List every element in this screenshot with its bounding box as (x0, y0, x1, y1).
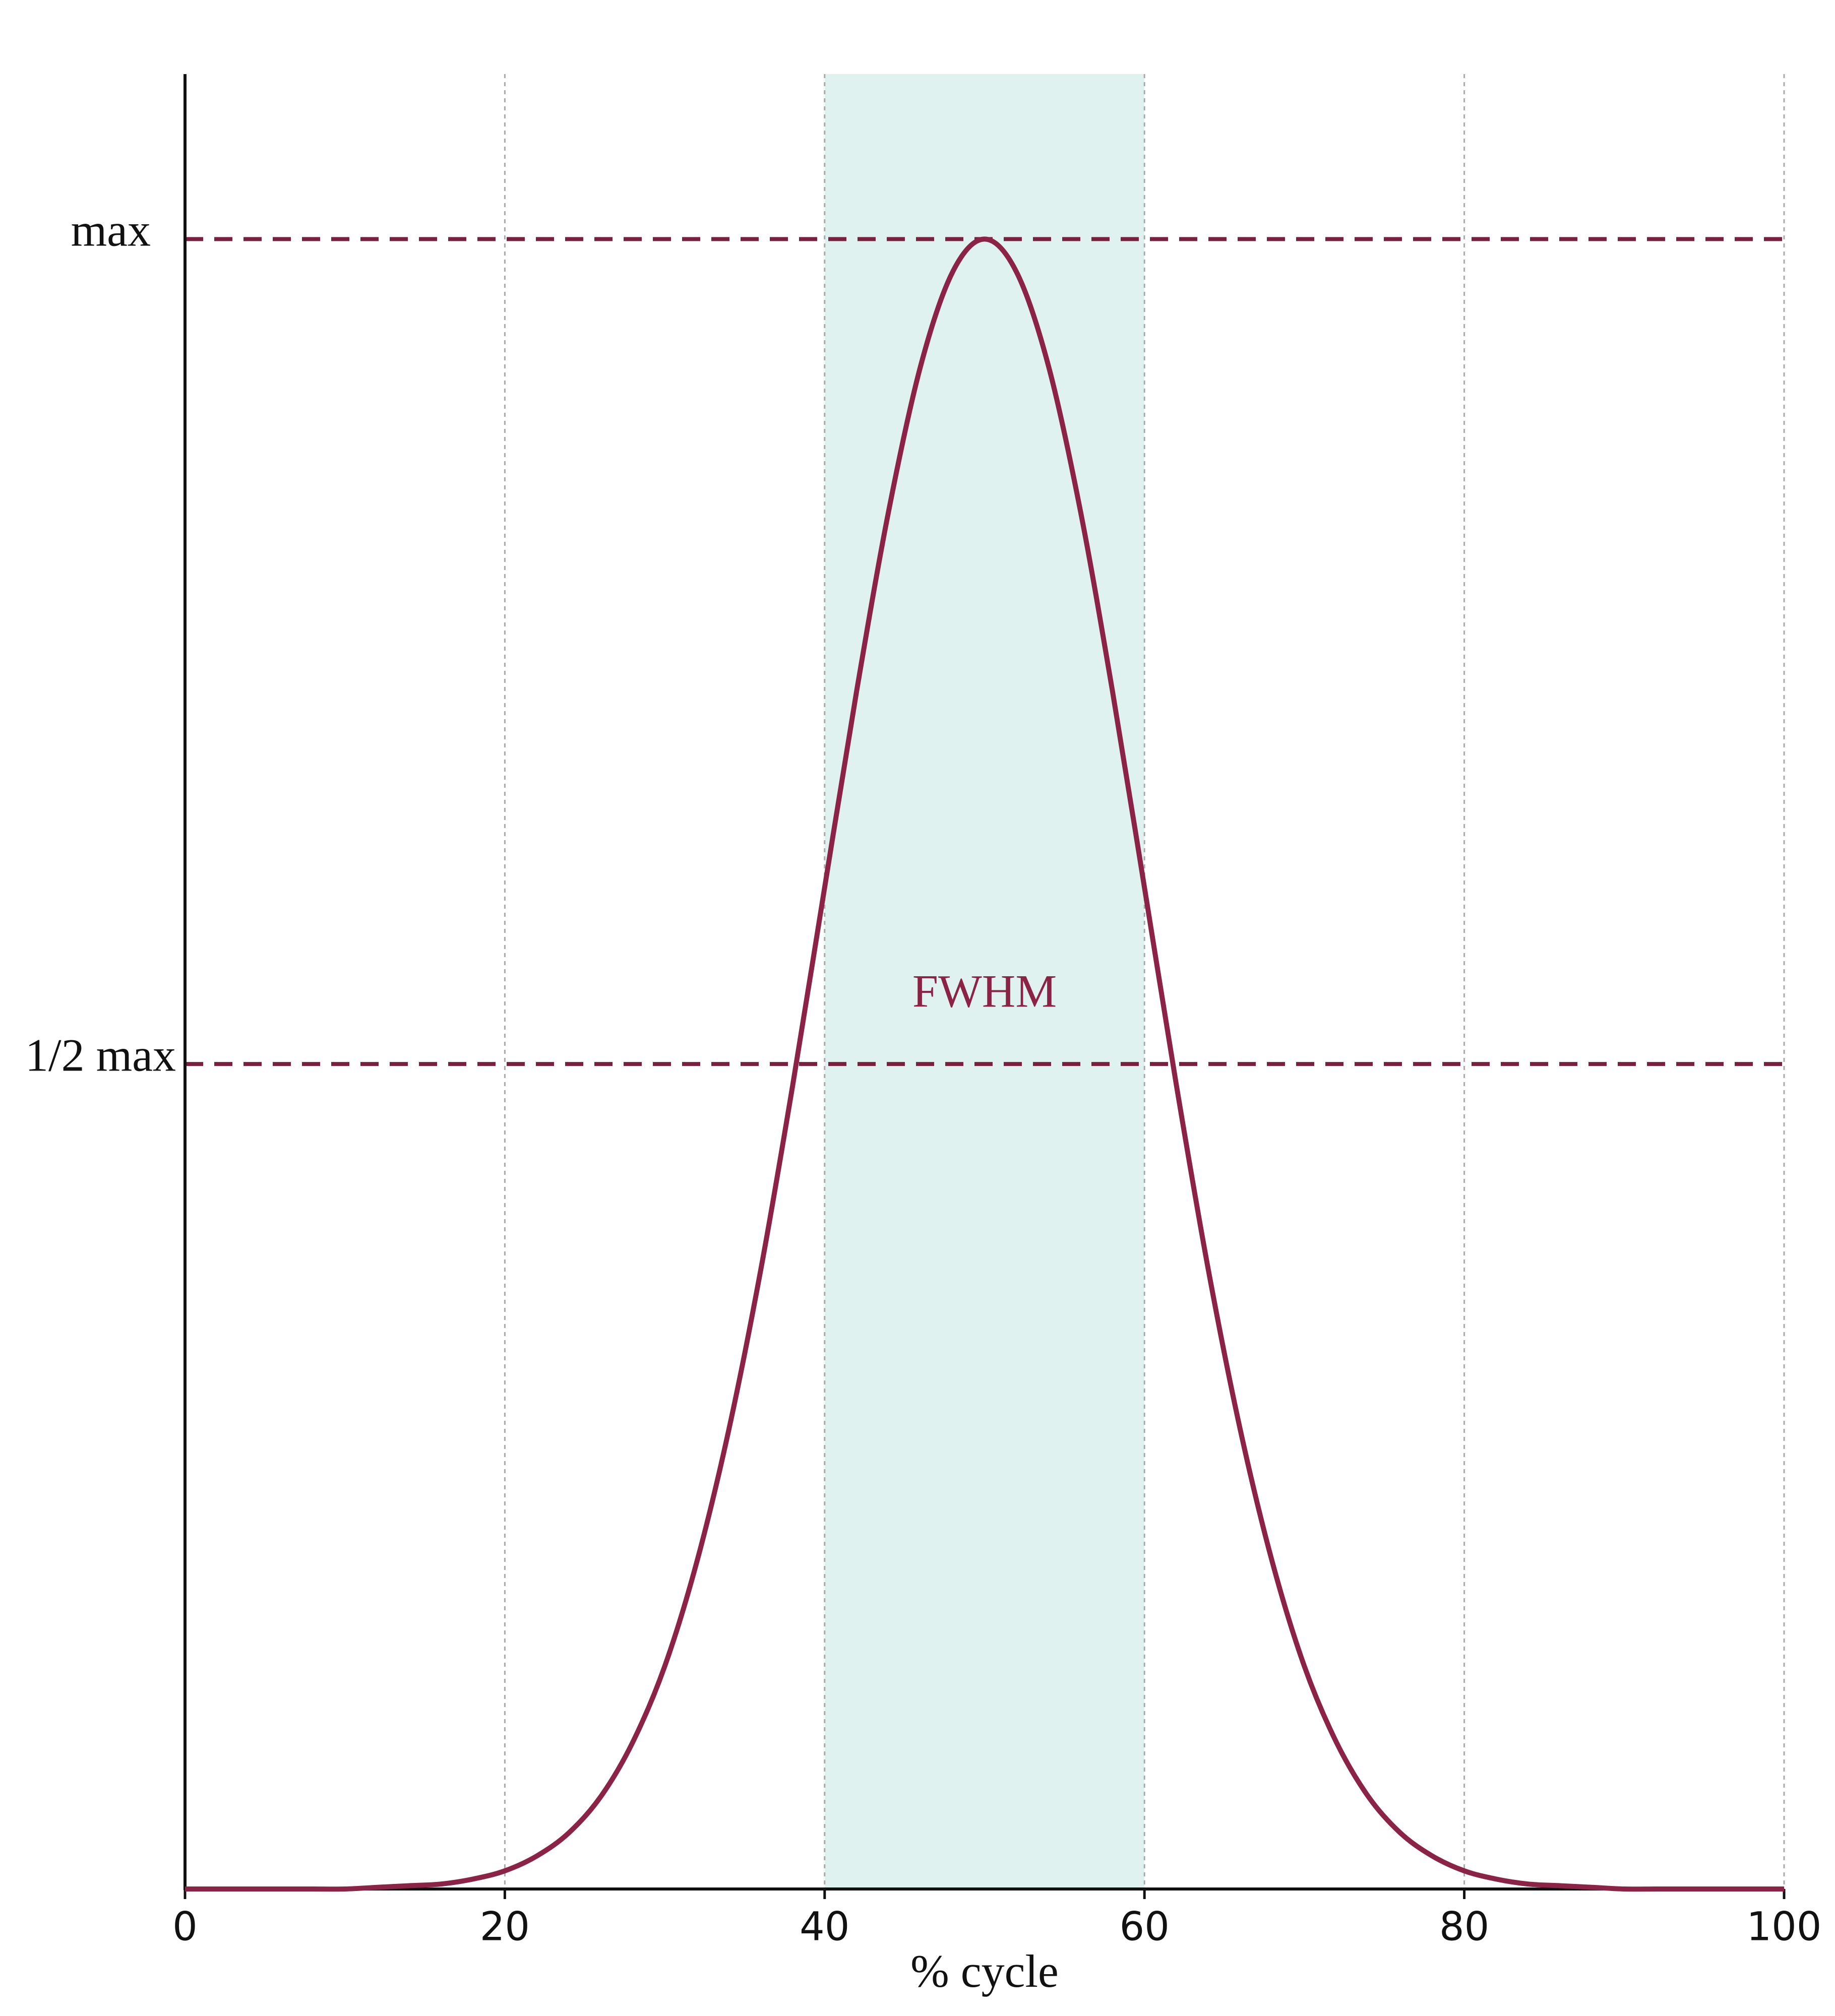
x-tick-label: 80 (1439, 1904, 1489, 1949)
x-tick-label: 100 (1747, 1904, 1822, 1949)
annotation: FWHM (912, 965, 1057, 1017)
x-tick-label: 20 (480, 1904, 530, 1949)
x-axis-label: % cycle (910, 1945, 1059, 1997)
fwhm-band (824, 74, 1145, 1889)
y-tick-label: max (71, 204, 151, 256)
curve (185, 236, 1784, 1892)
x-tick-label: 40 (800, 1904, 849, 1949)
x-tick-label: 0 (172, 1904, 198, 1949)
x-tick-label: 60 (1120, 1904, 1170, 1949)
y-tick-label: 1/2 max (25, 1029, 176, 1081)
